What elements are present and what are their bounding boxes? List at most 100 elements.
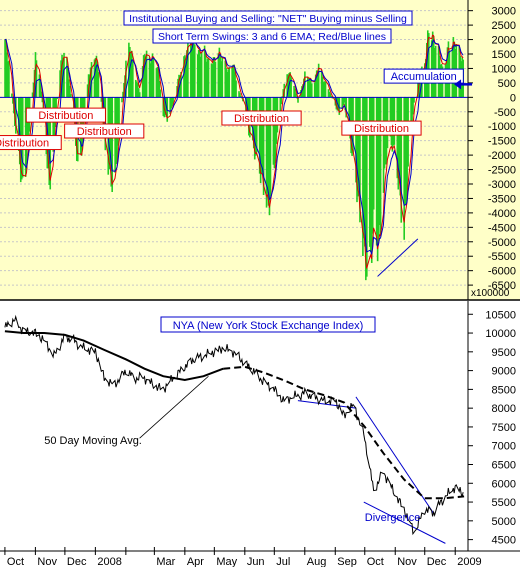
top-bar — [156, 67, 159, 98]
bottom-y-tick-label: 9500 — [492, 347, 516, 359]
moving-average-line — [4, 330, 224, 382]
top-bar — [212, 57, 215, 98]
top-bar — [413, 97, 415, 103]
top-bar — [362, 97, 364, 257]
top-bar — [128, 42, 130, 98]
top-bar — [186, 50, 188, 98]
top-bar — [432, 36, 435, 98]
top-bar — [364, 97, 366, 247]
top-y-tick-label: -6000 — [488, 266, 516, 278]
top-bar — [330, 96, 333, 98]
top-bar — [35, 60, 38, 98]
top-bar — [211, 64, 214, 98]
top-bar — [303, 78, 305, 98]
top-bar — [452, 37, 455, 98]
x-tick-label: Sep — [337, 556, 357, 567]
top-bar — [224, 60, 227, 98]
top-annotation-label: Distribution — [64, 123, 145, 139]
top-bar — [95, 55, 98, 98]
top-bar — [321, 76, 324, 98]
top-bar — [266, 97, 269, 194]
top-bar — [70, 94, 72, 98]
top-bar — [142, 55, 145, 98]
bottom-y-tick-label: 5000 — [492, 516, 516, 528]
top-bar — [152, 57, 155, 98]
top-bar — [132, 59, 134, 98]
top-bar — [131, 50, 133, 98]
top-bar — [39, 81, 42, 98]
top-bar — [214, 61, 217, 98]
top-bar — [287, 74, 289, 98]
top-subtitle: Short Term Swings: 3 and 6 EMA; Red/Blue… — [158, 31, 386, 43]
top-bar — [382, 97, 385, 193]
top-bar — [68, 79, 70, 98]
top-bar — [89, 67, 92, 98]
top-bar — [296, 97, 298, 99]
bottom-y-tick-label: 6000 — [492, 478, 516, 490]
top-bar — [238, 91, 240, 98]
top-bar — [171, 97, 173, 107]
top-bar — [309, 78, 312, 98]
top-bar — [217, 53, 220, 98]
top-bar — [419, 77, 421, 98]
top-y-tick-label: -2000 — [488, 150, 516, 162]
top-bar — [331, 97, 334, 99]
top-bar — [343, 97, 346, 103]
accumulation-arrow-icon — [454, 79, 473, 90]
top-bar — [282, 89, 285, 98]
bottom-title: NYA (New York Stock Exchange Index) — [173, 320, 364, 332]
top-y-tick-label: -3500 — [488, 193, 516, 205]
top-bar — [138, 92, 141, 98]
top-axis-background — [468, 0, 520, 300]
x-tick-label: 2008 — [97, 556, 121, 567]
top-bar — [55, 97, 57, 115]
top-bar — [316, 70, 319, 98]
top-bar — [273, 97, 276, 169]
top-bar — [280, 97, 283, 105]
moving-average-line-dashed — [223, 365, 465, 500]
top-bar — [389, 97, 392, 137]
top-y-tick-label: -3000 — [488, 179, 516, 191]
x-tick-label: Dec — [427, 556, 447, 567]
top-bar — [47, 97, 50, 169]
top-bar — [261, 97, 264, 176]
top-bar — [279, 97, 282, 113]
x-tick-label: Dec — [67, 556, 87, 567]
top-bar — [337, 97, 340, 111]
top-bar — [141, 66, 144, 98]
top-subtitle-box: Short Term Swings: 3 and 6 EMA; Red/Blue… — [152, 28, 392, 44]
top-y-tick-label: -4000 — [488, 208, 516, 220]
top-annotation-label: Distribution — [341, 120, 422, 136]
top-bar — [172, 97, 174, 104]
top-bar — [213, 57, 216, 98]
top-bar — [199, 56, 202, 98]
top-bar — [111, 97, 113, 193]
x-tick-label: Nov — [397, 556, 417, 567]
top-bar — [15, 97, 17, 134]
top-bar — [295, 93, 297, 98]
top-bar — [158, 80, 161, 98]
x-tick-label: Aug — [307, 556, 327, 567]
top-annotation-label: Accumulation — [383, 68, 464, 84]
top-bar — [210, 63, 213, 98]
top-bar — [134, 79, 137, 98]
top-bar — [397, 97, 400, 190]
top-annotation-label: Distribution — [25, 107, 106, 123]
top-bar — [164, 97, 167, 116]
top-bar — [241, 97, 243, 99]
moving-average-label: 50 Day Moving Avg. — [44, 435, 142, 447]
top-title-box: Institutional Buying and Selling: "NET" … — [123, 10, 413, 26]
top-bar — [240, 96, 242, 98]
top-bar — [200, 51, 203, 98]
bottom-y-tick-label: 5500 — [492, 497, 516, 509]
top-bar — [129, 46, 131, 98]
top-bar — [93, 59, 96, 98]
top-bar — [371, 97, 374, 234]
x-tick-label: May — [216, 556, 237, 567]
top-bar — [403, 97, 405, 240]
top-bar — [398, 97, 401, 184]
top-annotations: Distribution Distribution Distribution Dist… — [0, 68, 464, 151]
top-bar — [66, 57, 68, 98]
top-bar — [262, 97, 265, 196]
